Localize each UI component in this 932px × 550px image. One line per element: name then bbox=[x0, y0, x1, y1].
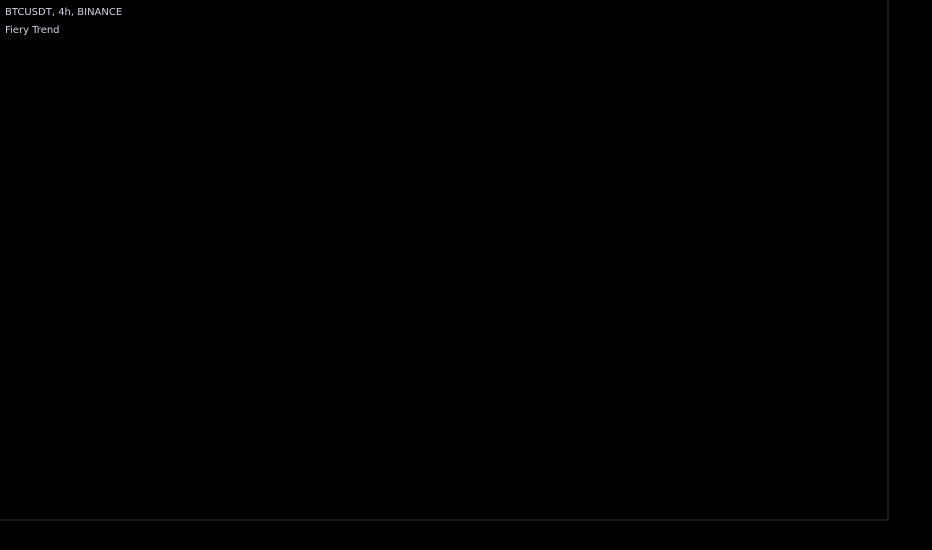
indicator-name: Fiery Trend bbox=[5, 25, 60, 36]
chart-title: BTCUSDT, 4h, BINANCE bbox=[5, 7, 122, 18]
